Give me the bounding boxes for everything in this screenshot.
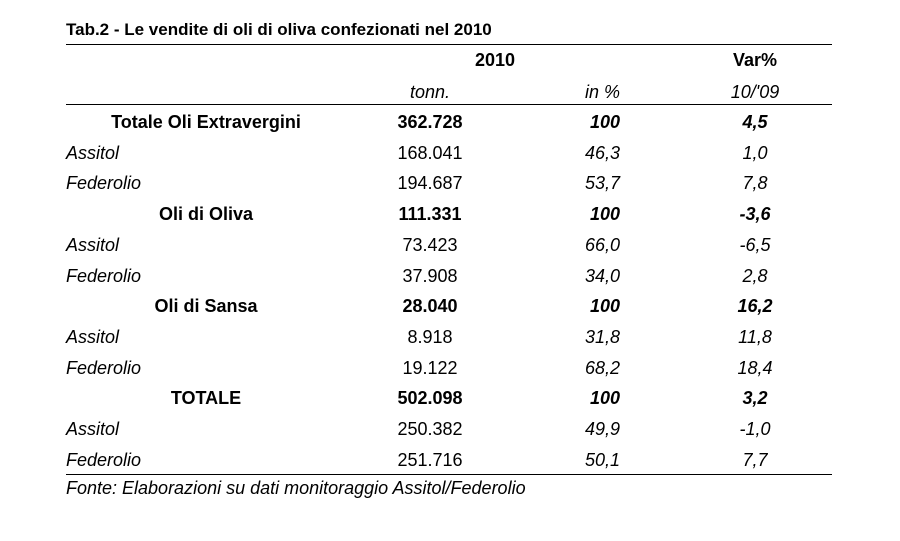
row-pct: 53,7: [584, 173, 620, 193]
row-var: 3,2: [742, 388, 768, 408]
row-label-group: TOTALE: [170, 388, 242, 408]
row-label: Assitol: [66, 235, 120, 255]
top-rule: [66, 44, 832, 45]
row-pct: 46,3: [584, 143, 620, 163]
bottom-rule: [66, 474, 832, 475]
row-pct: 31,8: [584, 327, 620, 347]
row-var: -3,6: [739, 204, 771, 224]
row-var: -6,5: [739, 235, 771, 255]
table-title: Tab.2 - Le vendite di oli di oliva confe…: [66, 20, 492, 39]
row-var: 4,5: [742, 112, 768, 132]
row-tonn: 28.040: [402, 296, 458, 316]
source-note: Fonte: Elaborazioni su dati monitoraggio…: [66, 478, 526, 498]
row-label: Federolio: [66, 358, 142, 378]
row-tonn: 111.331: [398, 204, 462, 224]
row-var: 7,7: [742, 450, 768, 470]
row-tonn: 194.687: [397, 173, 463, 193]
row-pct: 68,2: [584, 358, 620, 378]
row-label-group: Oli di Sansa: [154, 296, 258, 316]
row-tonn: 19.122: [402, 358, 458, 378]
row-var: 1,0: [742, 143, 768, 163]
row-pct: 49,9: [584, 419, 620, 439]
row-var: 7,8: [742, 173, 768, 193]
subheader-tonn: tonn.: [409, 82, 451, 102]
row-pct: 100: [589, 204, 620, 224]
row-var: 2,8: [742, 266, 768, 286]
header-var: Var%: [732, 50, 778, 70]
subheader-var: 10/'09: [730, 82, 780, 102]
row-label: Assitol: [66, 143, 120, 163]
subheader-pct: in %: [584, 82, 620, 102]
row-tonn: 37.908: [402, 266, 458, 286]
row-tonn: 73.423: [402, 235, 458, 255]
row-pct: 100: [589, 388, 620, 408]
row-label-group: Totale Oli Extravergini: [111, 112, 301, 132]
row-pct: 34,0: [584, 266, 620, 286]
row-label: Federolio: [66, 173, 142, 193]
row-pct: 100: [589, 296, 620, 316]
row-var: -1,0: [739, 419, 771, 439]
row-tonn: 251.716: [397, 450, 463, 470]
row-var: 11,8: [738, 327, 772, 347]
row-var: 18,4: [737, 358, 773, 378]
row-pct: 66,0: [584, 235, 620, 255]
header-rule: [66, 104, 832, 105]
header-year: 2010: [474, 50, 516, 70]
row-var: 16,2: [737, 296, 773, 316]
row-pct: 50,1: [584, 450, 620, 470]
row-tonn: 8.918: [407, 327, 453, 347]
row-label: Federolio: [66, 266, 142, 286]
row-tonn: 168.041: [397, 143, 463, 163]
row-label: Assitol: [66, 419, 120, 439]
row-pct: 100: [589, 112, 620, 132]
row-tonn: 250.382: [397, 419, 463, 439]
row-tonn: 362.728: [397, 112, 463, 132]
row-tonn: 502.098: [397, 388, 463, 408]
row-label: Assitol: [66, 327, 120, 347]
row-label: Federolio: [66, 450, 142, 470]
row-label-group: Oli di Oliva: [158, 204, 254, 224]
